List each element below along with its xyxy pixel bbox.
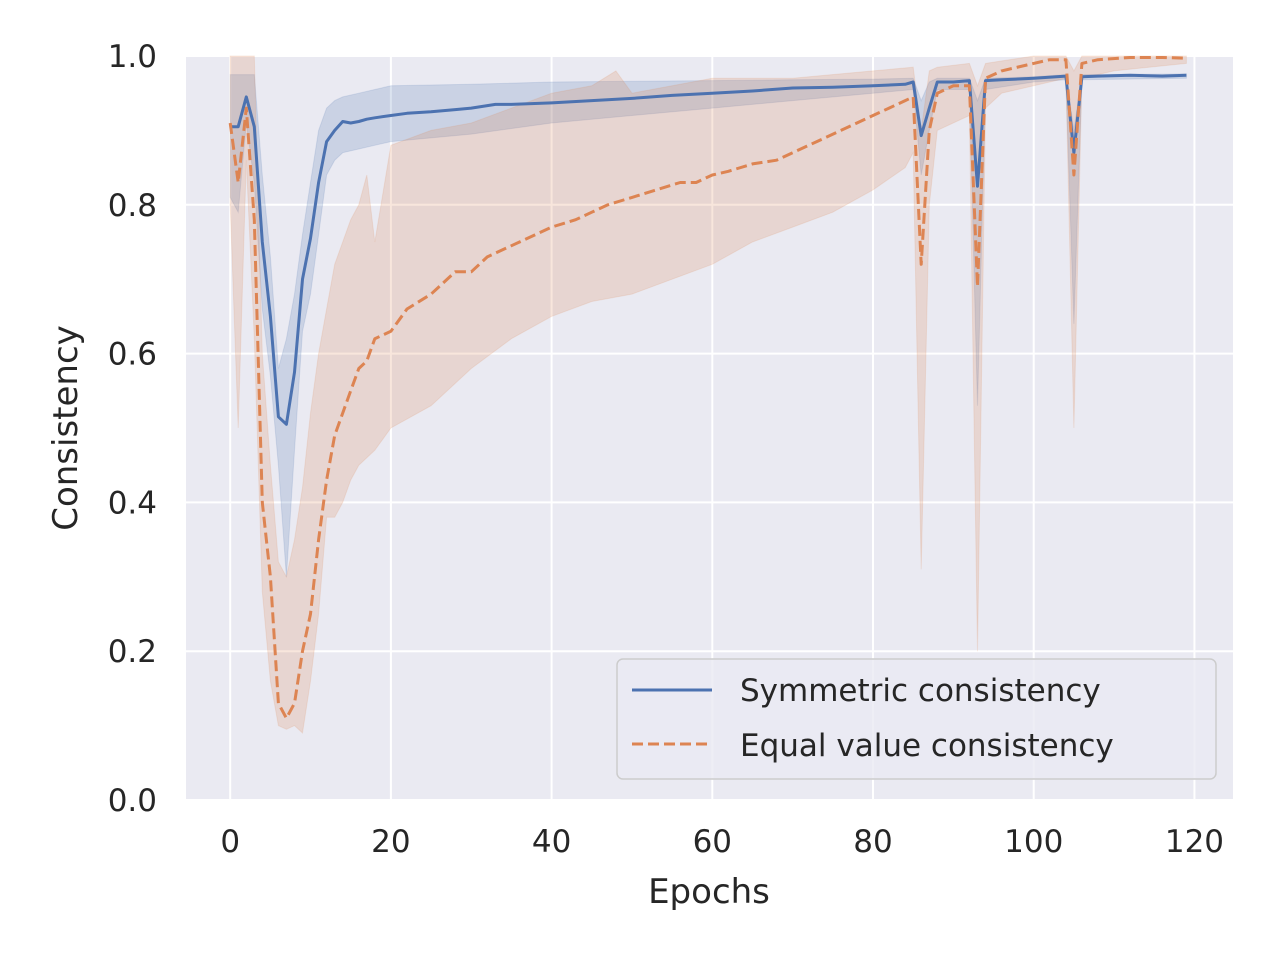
x-tick-label: 80 [853,824,892,860]
y-tick-label: 0.2 [108,634,157,670]
line-equal-value [228,56,1187,720]
legend-box [616,658,1217,780]
x-tick-label: 60 [693,824,732,860]
series-lines [228,56,1187,720]
y-tick-label: 0.4 [108,485,157,521]
y-axis-title: Consistency [46,325,86,531]
legend-label-equal-value: Equal value consistency [740,728,1114,764]
y-tick-label: 0.0 [108,783,157,819]
x-tick-label: 20 [371,824,410,860]
x-axis-title: Epochs [648,872,770,912]
legend: Symmetric consistency Equal value consis… [616,658,1217,780]
y-tick-label: 1.0 [108,39,157,75]
x-tick-label: 120 [1165,824,1224,860]
y-axis-ticks: 0.0 0.2 0.4 0.6 0.8 1.0 [108,39,157,819]
band-symmetric [229,73,1187,577]
y-tick-label: 0.6 [108,337,157,373]
x-tick-label: 0 [220,824,240,860]
y-tick-label: 0.8 [108,188,157,224]
line-symmetric [230,73,1187,426]
x-tick-label: 40 [532,824,571,860]
legend-label-symmetric: Symmetric consistency [740,673,1101,709]
x-tick-label: 100 [1004,824,1063,860]
x-axis-ticks: 0 20 40 60 80 100 120 [220,824,1224,860]
